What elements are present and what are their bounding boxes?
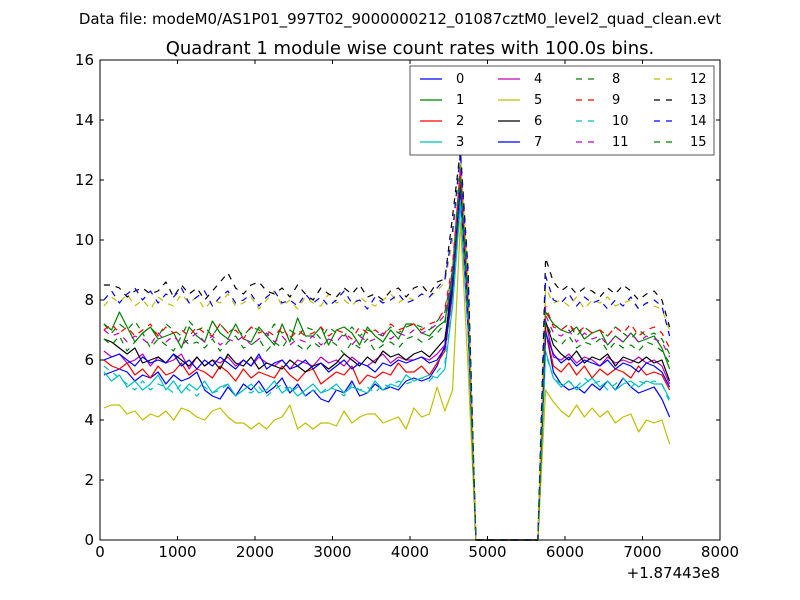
series-line-13 (103, 149, 671, 541)
legend-label-4: 4 (534, 72, 542, 87)
chart-title: Quadrant 1 module wise count rates with … (166, 38, 655, 59)
legend-label-1: 1 (456, 93, 464, 108)
x-tick-label: 6000 (546, 543, 584, 561)
series-line-11 (103, 173, 671, 541)
series-line-14 (103, 152, 671, 541)
y-tick-label: 8 (84, 291, 94, 309)
x-tick-label: 7000 (623, 543, 661, 561)
series-line-12 (103, 155, 671, 541)
legend-label-8: 8 (612, 72, 620, 87)
series-line-10 (103, 200, 671, 541)
y-tick-label: 6 (84, 351, 94, 369)
x-tick-label: 1000 (158, 543, 196, 561)
series-line-1 (103, 170, 671, 541)
y-tick-label: 2 (84, 471, 94, 489)
legend-label-15: 15 (690, 135, 707, 150)
figure-suptitle: Data file: modeM0/AS1P01_997T02_90000002… (79, 10, 721, 29)
y-tick-label: 10 (75, 231, 94, 249)
x-tick-label: 3000 (313, 543, 351, 561)
y-tick-label: 16 (75, 51, 94, 69)
legend-label-6: 6 (534, 114, 542, 129)
legend-label-3: 3 (456, 135, 464, 150)
series-line-5 (103, 221, 671, 541)
series-line-0 (103, 203, 671, 541)
series-line-15 (103, 179, 671, 541)
y-tick-label: 14 (75, 111, 94, 129)
x-tick-label: 5000 (468, 543, 506, 561)
y-tick-label: 12 (75, 171, 94, 189)
series-layer (103, 149, 671, 541)
x-tick-label: 8000 (701, 543, 739, 561)
legend-label-11: 11 (612, 135, 629, 150)
y-tick-label: 4 (84, 411, 94, 429)
series-line-6 (103, 185, 671, 541)
x-tick-label: 4000 (391, 543, 429, 561)
series-line-8 (103, 161, 671, 541)
y-tick-label: 0 (84, 531, 94, 549)
legend-label-13: 13 (690, 93, 707, 108)
series-line-7 (103, 188, 671, 541)
legend-label-9: 9 (612, 93, 620, 108)
series-line-3 (103, 203, 671, 541)
ticks-layer: 0 1000 2000 3000 4000 5000 6000 7000 80000246810… (75, 51, 739, 561)
legend-label-12: 12 (690, 72, 707, 87)
legend-label-7: 7 (534, 135, 542, 150)
legend-box (409, 65, 715, 156)
x-tick-label: 2000 (236, 543, 274, 561)
x-tick-label: 0 (95, 543, 105, 561)
legend-label-14: 14 (690, 114, 707, 129)
legend-label-10: 10 (612, 114, 629, 129)
x-offset-label: +1.87443e8 (627, 564, 720, 582)
series-line-2 (103, 179, 671, 541)
legend-label-0: 0 (456, 72, 464, 87)
legend-label-2: 2 (456, 114, 464, 129)
legend-label-5: 5 (534, 93, 542, 108)
